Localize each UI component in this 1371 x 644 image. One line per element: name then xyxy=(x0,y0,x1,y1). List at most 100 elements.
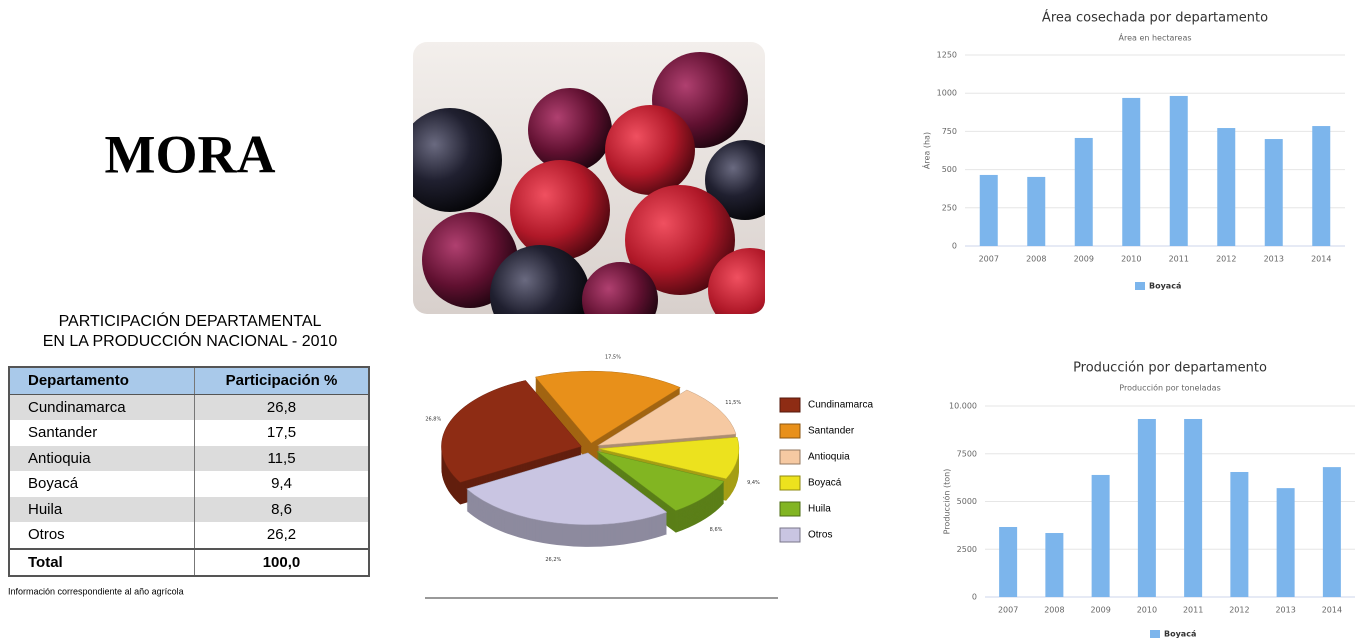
y-tick-label: 1000 xyxy=(937,89,957,98)
total-row: Total 100,0 xyxy=(9,547,369,576)
cell: Antioquia xyxy=(9,445,195,471)
x-tick-label: 2013 xyxy=(1275,606,1295,615)
cell: 8,6 xyxy=(194,496,369,522)
table-title: EN LA PRODUCCIÓN NACIONAL - 2010 xyxy=(43,331,338,350)
cell: Santander xyxy=(28,424,98,442)
value-label: 17,5% xyxy=(605,354,621,360)
legend-label: Santander xyxy=(808,426,855,437)
legend-label: Boyacá xyxy=(1164,630,1196,639)
cell: 26,2 xyxy=(194,522,369,549)
bar xyxy=(1217,128,1236,246)
bar xyxy=(1074,137,1093,246)
y-axis-title: Producción (ton) xyxy=(942,469,952,535)
x-tick-label: 2013 xyxy=(1264,255,1284,264)
cell: Cundinamarca xyxy=(9,394,195,420)
table-title: PARTICIPACIÓN DEPARTAMENTAL xyxy=(59,311,322,330)
row: Huila 8,6 xyxy=(9,496,369,522)
bar xyxy=(1045,533,1064,597)
x-tick-label: 2012 xyxy=(1216,255,1236,264)
cell: 9,4 xyxy=(194,471,369,497)
legend-swatch xyxy=(779,501,801,517)
value-label: 26,8% xyxy=(425,417,441,423)
legend-swatch xyxy=(779,423,801,439)
row: Antioquia 11,5 xyxy=(9,445,369,471)
slice xyxy=(596,450,725,511)
value-label: 8,6% xyxy=(710,527,723,533)
chart-title: Área cosechada por departamento xyxy=(1042,10,1268,26)
legend-label: Huila xyxy=(808,504,831,515)
legend-label: Antioquia xyxy=(808,452,850,463)
x-tick-label: 2014 xyxy=(1322,606,1342,615)
row: Boyacá 9,4 xyxy=(9,471,369,497)
value-label: 11,5% xyxy=(725,400,741,406)
y-tick-label: 7500 xyxy=(957,449,977,458)
y-tick-label: 2500 xyxy=(957,545,977,554)
photo xyxy=(413,42,765,314)
bar xyxy=(1230,471,1249,597)
bar xyxy=(1264,139,1283,246)
cell: 17,5 xyxy=(194,420,369,446)
cell: 100,0 xyxy=(194,547,369,576)
x-tick-label: 2009 xyxy=(1090,606,1110,615)
y-tick-label: 0 xyxy=(952,242,957,251)
legend-label: Boyacá xyxy=(1149,282,1181,291)
cell: Total xyxy=(9,547,195,576)
x-tick-label: 2007 xyxy=(979,255,999,264)
legend-swatch xyxy=(1150,630,1160,638)
x-tick-label: 2009 xyxy=(1074,255,1094,264)
value-label: 9,4% xyxy=(747,480,760,486)
bar xyxy=(999,526,1018,597)
y-tick-label: 250 xyxy=(942,203,957,212)
cell: 11,5 xyxy=(194,445,369,471)
x-tick-label: 2010 xyxy=(1137,606,1157,615)
bar xyxy=(1027,176,1046,246)
x-tick-label: 2014 xyxy=(1311,255,1331,264)
slice xyxy=(598,436,740,480)
legend-swatch xyxy=(779,475,801,491)
legend-swatch xyxy=(1135,282,1145,290)
y-tick-label: 1250 xyxy=(937,51,957,60)
bar xyxy=(1184,418,1203,597)
chart-subtitle: Área en hectareas xyxy=(1118,32,1191,43)
slice xyxy=(534,370,681,444)
y-tick-label: 0 xyxy=(972,593,977,602)
header-row: Departamento Participación % xyxy=(9,367,369,395)
cell: Otros xyxy=(28,526,65,544)
row: Santander 17,5 xyxy=(9,420,369,446)
legend-swatch xyxy=(779,527,801,543)
cell: Boyacá xyxy=(28,475,79,493)
bar xyxy=(1169,95,1188,246)
x-tick-label: 2007 xyxy=(998,606,1018,615)
x-tick-label: 2011 xyxy=(1169,255,1189,264)
slice xyxy=(597,389,737,446)
bar xyxy=(1312,126,1331,246)
x-tick-label: 2012 xyxy=(1229,606,1249,615)
slice xyxy=(466,452,668,526)
cell: 26,8 xyxy=(194,394,369,420)
x-tick-label: 2010 xyxy=(1121,255,1141,264)
chart-title: Producción por departamento xyxy=(1073,361,1267,376)
table: Departamento Participación % Cundinamarca 2… xyxy=(8,366,370,577)
row: Cundinamarca 26,8 xyxy=(9,394,369,420)
bar xyxy=(1276,488,1295,597)
y-tick-label: 750 xyxy=(942,127,957,136)
legend-label: Cundinamarca xyxy=(808,400,873,411)
y-tick-label: 500 xyxy=(942,165,957,174)
bar xyxy=(979,174,998,246)
legend-label: Boyacá xyxy=(808,478,842,489)
x-tick-label: 2008 xyxy=(1044,606,1064,615)
legend-swatch xyxy=(779,397,801,413)
header-cell: Participación % xyxy=(194,367,369,395)
main-title: MORA xyxy=(105,124,276,184)
header-cell: Departamento xyxy=(9,367,195,395)
bar xyxy=(1091,474,1110,597)
legend-swatch xyxy=(779,449,801,465)
row: Otros 26,2 xyxy=(9,522,369,549)
x-tick-label: 2008 xyxy=(1026,255,1046,264)
bar xyxy=(1322,467,1341,597)
y-tick-label: 5000 xyxy=(957,497,977,506)
footnote: Información correspondiente al año agríc… xyxy=(8,586,184,596)
y-tick-label: 10.000 xyxy=(949,402,977,411)
